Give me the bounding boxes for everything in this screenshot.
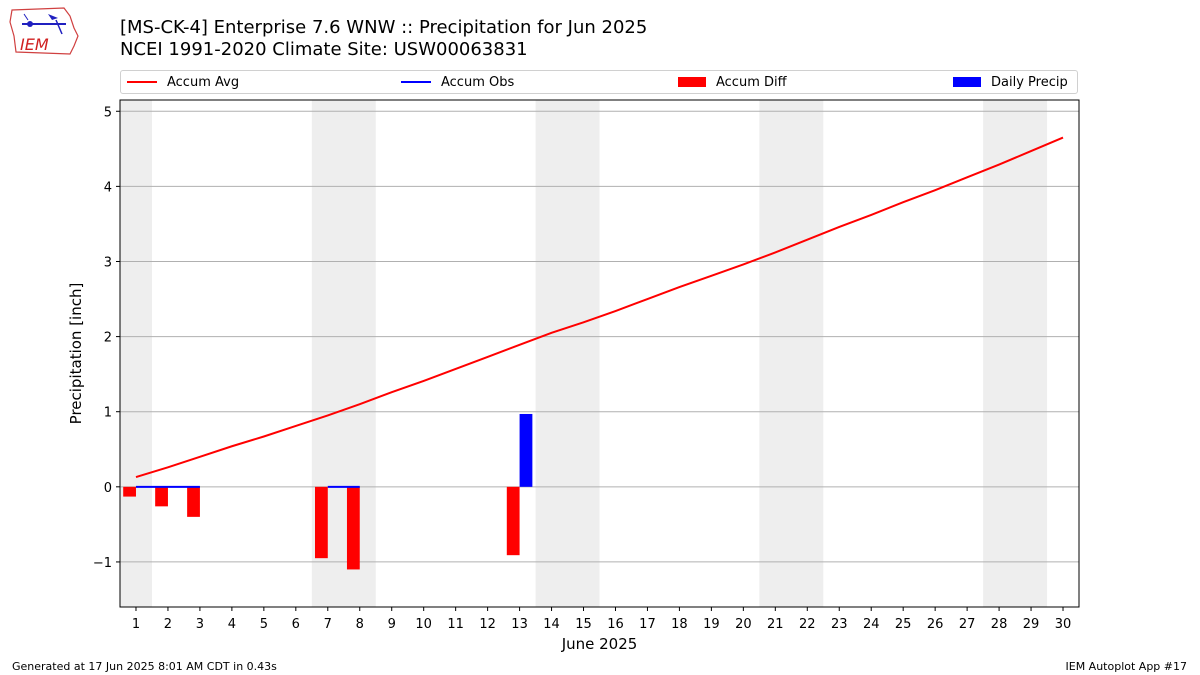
accum-avg-line (135, 136, 1064, 479)
x-tick-label: 9 (388, 617, 396, 632)
accum-diff-bar (187, 486, 200, 517)
chart-subtitle: NCEI 1991-2020 Climate Site: USW00063831 (120, 39, 528, 60)
plot-frame (119, 99, 1080, 608)
y-tick-label: −1 (93, 556, 112, 571)
x-tick-label: 3 (196, 617, 204, 632)
accum-diff-bar (314, 486, 328, 559)
chart-title: [MS-CK-4] Enterprise 7.6 WNW :: Precipit… (120, 17, 648, 38)
y-tick-label: 0 (104, 481, 112, 496)
x-tick-label: 1 (132, 617, 140, 632)
legend-swatch-daily-precip (953, 77, 981, 87)
x-tick-label: 15 (575, 617, 592, 632)
y-axis-label: Precipitation [inch] (67, 283, 85, 425)
x-tick-label: 24 (863, 617, 880, 632)
y-tick-label: 4 (104, 180, 112, 195)
x-tick-label: 29 (1023, 617, 1040, 632)
legend-label: Accum Obs (441, 74, 515, 90)
legend-item-accum-avg: Accum Avg (127, 71, 239, 93)
x-tick-label: 7 (324, 617, 332, 632)
x-tick-label: 25 (895, 617, 912, 632)
x-tick-label: 11 (447, 617, 464, 632)
weekend-band (759, 100, 824, 607)
y-tick-label: 3 (104, 255, 112, 270)
legend: Accum Avg Accum Obs Accum Diff Daily Pre… (120, 70, 1078, 94)
weekend-band (983, 100, 1048, 607)
accum-diff-bar (123, 486, 136, 497)
accum-diff-bar (506, 486, 520, 556)
x-tick-label: 17 (639, 617, 656, 632)
x-tick-label: 12 (479, 617, 496, 632)
x-tick-label: 21 (767, 617, 784, 632)
x-tick-label: 4 (228, 617, 236, 632)
x-tick-label: 28 (991, 617, 1008, 632)
legend-label: Daily Precip (991, 74, 1068, 90)
legend-item-accum-diff: Accum Diff (678, 71, 787, 93)
x-tick-label: 19 (703, 617, 720, 632)
legend-label: Accum Avg (167, 74, 240, 90)
logo-text: IEM (20, 35, 49, 54)
y-tick-label: 2 (104, 331, 112, 346)
x-tick-label: 26 (927, 617, 944, 632)
x-tick-label: 22 (799, 617, 816, 632)
x-tick-label: 27 (959, 617, 976, 632)
x-tick-label: 8 (356, 617, 364, 632)
x-tick-label: 5 (260, 617, 268, 632)
legend-label: Accum Diff (716, 74, 787, 90)
weekend-band (535, 100, 600, 607)
legend-item-daily-precip: Daily Precip (953, 71, 1068, 93)
x-tick-label: 6 (292, 617, 300, 632)
x-tick-label: 10 (415, 617, 432, 632)
x-axis-label: June 2025 (561, 635, 638, 653)
y-tick-label: 1 (104, 406, 112, 421)
legend-swatch-accum-obs (401, 81, 431, 83)
x-tick-label: 2 (164, 617, 172, 632)
accum-diff-bar (346, 486, 360, 570)
legend-swatch-accum-diff (678, 77, 706, 87)
x-tick-label: 16 (607, 617, 624, 632)
x-tick-label: 23 (831, 617, 848, 632)
x-tick-label: 18 (671, 617, 688, 632)
legend-swatch-accum-avg (127, 81, 157, 83)
x-tick-label: 20 (735, 617, 752, 632)
y-tick-label: 5 (104, 105, 112, 120)
footer-app: IEM Autoplot App #17 (1065, 660, 1188, 673)
x-tick-label: 13 (511, 617, 528, 632)
daily-precip-bar (519, 413, 533, 487)
legend-item-accum-obs: Accum Obs (401, 71, 514, 93)
x-tick-label: 30 (1055, 617, 1072, 632)
iem-logo: IEM (8, 6, 80, 58)
x-tick-label: 14 (543, 617, 560, 632)
iem-weather-station-logo-icon: IEM (9, 7, 79, 55)
weekend-band (120, 100, 152, 607)
accum-diff-bar (155, 486, 168, 507)
footer-generated: Generated at 17 Jun 2025 8:01 AM CDT in … (12, 660, 277, 673)
